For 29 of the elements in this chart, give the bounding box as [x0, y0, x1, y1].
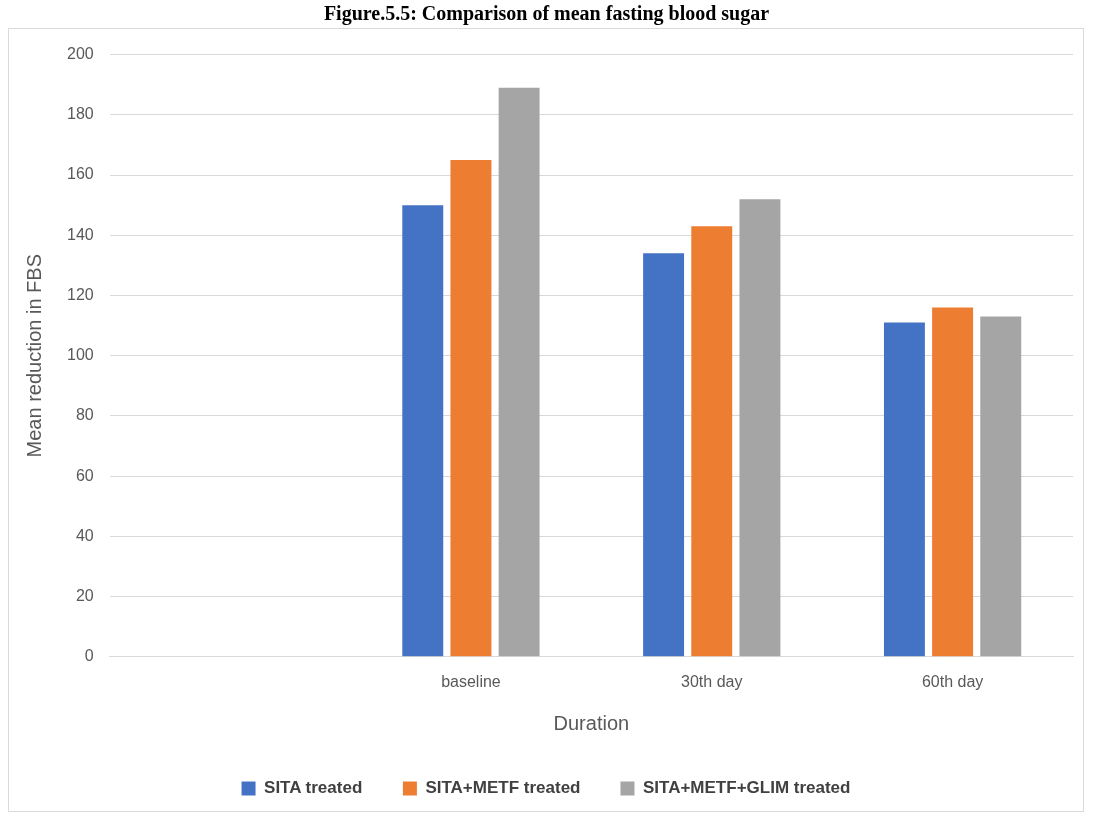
x-tick-label: baseline: [441, 672, 501, 690]
y-tick-label: 120: [66, 285, 94, 303]
y-tick-label: 200: [66, 45, 94, 63]
y-tick-label: 100: [66, 346, 94, 364]
bar: [739, 199, 781, 657]
y-tick-label: 60: [75, 466, 94, 484]
legend-label: SITA treated: [264, 778, 363, 798]
y-tick-label: 0: [84, 647, 94, 665]
x-tick-label: 30th day: [681, 672, 743, 690]
y-axis-title: Mean reduction in FBS: [22, 253, 45, 458]
legend-label: SITA+METF treated: [425, 778, 581, 798]
bar: [691, 226, 733, 657]
bar: [932, 307, 974, 657]
y-tick-label: 180: [66, 105, 94, 123]
bar: [980, 316, 1022, 657]
x-tick-label: 60th day: [921, 672, 984, 690]
y-tick-label: 160: [66, 165, 94, 183]
bar: [643, 253, 685, 657]
y-tick-label: 80: [75, 406, 94, 424]
y-tick-label: 40: [75, 526, 94, 544]
bar: [883, 322, 925, 657]
x-axis-title: Duration: [553, 711, 630, 734]
bar: [498, 87, 540, 657]
y-tick-label: 140: [66, 225, 94, 243]
bar: [402, 205, 444, 657]
y-tick-label: 20: [75, 586, 94, 604]
legend-label: SITA+METF+GLIM treated: [642, 778, 851, 798]
chart-title: Figure.5.5: Comparison of mean fasting blood sugar: [322, 1, 771, 26]
bar: [450, 159, 492, 657]
